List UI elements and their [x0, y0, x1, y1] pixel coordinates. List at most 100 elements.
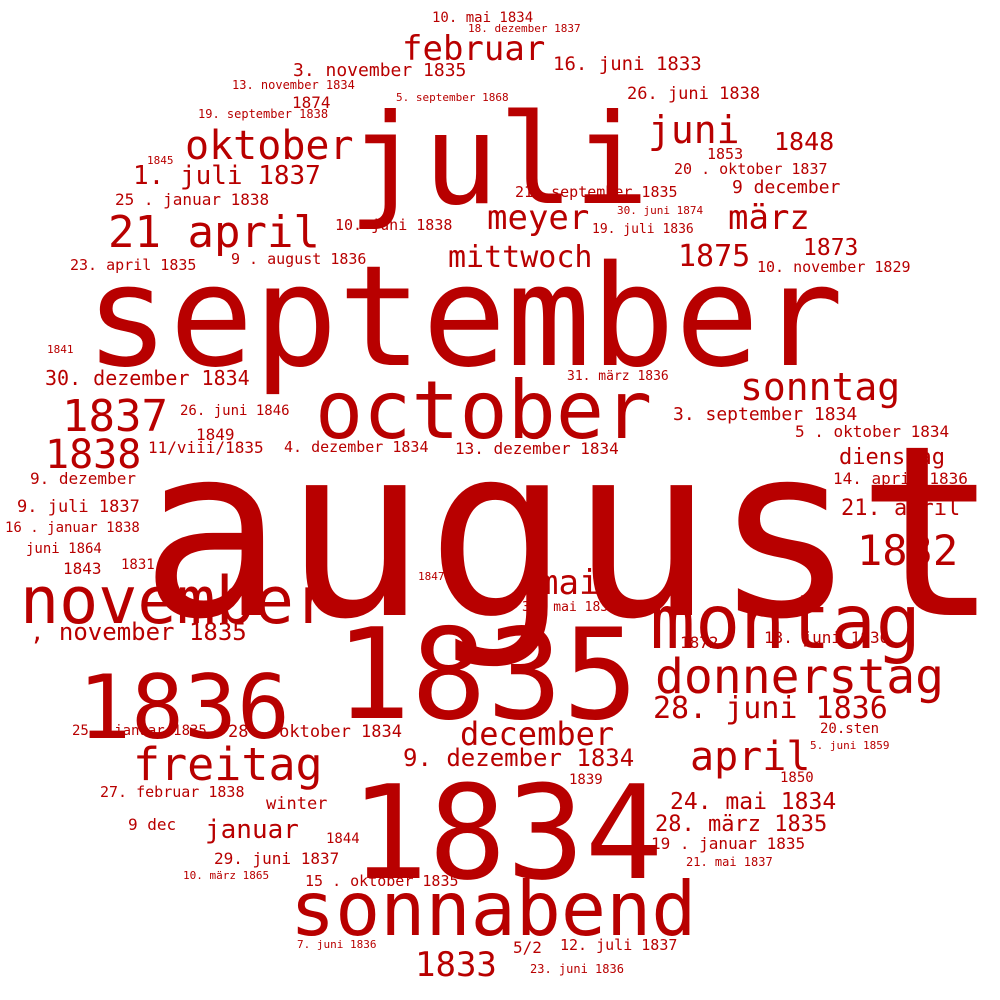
word-juni: juni: [648, 108, 740, 152]
word-25-januar-1835: 25 . januar 1835: [72, 723, 207, 739]
word-maerz: märz: [728, 198, 810, 238]
word-1850: 1850: [780, 770, 814, 786]
word-7-juni-1836: 7. juni 1836: [297, 938, 377, 951]
word-10-november-1829: 10. november 1829: [757, 258, 911, 276]
word-3-september-1834: 3. september 1834: [673, 404, 858, 425]
word-februar: februar: [402, 29, 546, 69]
word-16-januar-1838: 16 . januar 1838: [5, 520, 140, 536]
word-1848: 1848: [774, 127, 835, 156]
word-9-august-1836: 9 . august 1836: [231, 250, 367, 268]
word-mittwoch: mittwoch: [448, 240, 593, 275]
word-4-dezember-1834: 4. dezember 1834: [284, 438, 429, 456]
word-januar: januar: [205, 815, 299, 845]
word-11-viii-1835: 11/viii/1835: [148, 438, 264, 457]
word-19-januar-1835: 19 . januar 1835: [651, 834, 806, 853]
word-26-juni-1846: 26. juni 1846: [180, 403, 290, 419]
word-meyer: meyer: [487, 198, 590, 238]
word-19-juli-1836: 19. juli 1836: [592, 222, 694, 237]
word-12-juli-1837: 12. juli 1837: [560, 936, 678, 954]
word-21-april: 21. april: [841, 496, 961, 521]
word-9-juli-1837: 9. juli 1837: [17, 497, 140, 517]
word-5-juni-1859: 5. juni 1859: [810, 739, 890, 752]
word-1841: 1841: [47, 343, 74, 356]
word-21-september-1835: 21. september 1835: [515, 183, 678, 201]
word-30-juni-1874: 30. juni 1874: [617, 204, 704, 217]
word-1839: 1839: [569, 772, 603, 788]
word-10-mai-1834: 10. mai 1834: [432, 10, 534, 26]
word-1-juli-1837: 1. juli 1837: [133, 161, 321, 191]
word-9-december: 9 december: [732, 177, 841, 198]
word-1834: 1834: [350, 757, 664, 909]
word-1844: 1844: [326, 831, 360, 847]
word-1847: 1847: [418, 570, 445, 583]
word-april: april: [690, 734, 811, 780]
word-november-1835: , november 1835: [30, 618, 247, 646]
word-31-mai-1836: 31. mai 1836: [522, 600, 616, 615]
word-29-juni-1837: 29. juni 1837: [214, 849, 340, 868]
word-27-februar-1838: 27. februar 1838: [100, 783, 245, 801]
word-3-november-1835: 3. november 1835: [293, 60, 467, 81]
word-1832: 1832: [857, 526, 959, 575]
word-13-juni-1836: 13. juni 1836: [764, 628, 890, 647]
word-oktober: oktober: [185, 123, 354, 169]
word-juli: juli: [348, 88, 650, 233]
word-1853: 1853: [707, 145, 744, 163]
word-23-juni-1836: 23. juni 1836: [530, 962, 624, 976]
word-1837: 1837: [62, 391, 168, 442]
word-1875: 1875: [678, 239, 751, 274]
word-13-november-1834: 13. november 1834: [232, 78, 355, 92]
word-august: august: [140, 395, 1000, 672]
word-1874: 1874: [292, 93, 331, 112]
word-5-oktober-1834: 5 . oktober 1834: [795, 422, 950, 441]
word-1831: 1831: [121, 557, 155, 573]
word-15-oktober-1835: 15 . oktober 1835: [305, 872, 459, 890]
word-20-oktober-1837: 20 . oktober 1837: [674, 160, 828, 178]
word-mai: mai: [538, 563, 600, 603]
word-26-juni-1838: 26. juni 1838: [627, 84, 761, 104]
word-9-dezember-1834: 9. dezember 1834: [403, 744, 635, 772]
word-juni-1864: juni 1864: [26, 541, 102, 557]
word-10-maerz-1865: 10. märz 1865: [183, 869, 270, 882]
word-1849: 1849: [196, 425, 235, 444]
word-28-oktober-1834: 28 . oktober 1834: [228, 722, 402, 742]
word-19-september-1838: 19. september 1838: [198, 107, 329, 121]
word-freitag: freitag: [133, 738, 323, 791]
word-september: september: [85, 236, 844, 399]
word-1872: 1872: [680, 633, 719, 652]
word-21-april: 21 april: [108, 207, 320, 258]
word-21-mai-1837: 21. mai 1837: [686, 855, 773, 869]
word-1838: 1838: [45, 432, 142, 478]
word-28-juni-1836: 28. juni 1836: [653, 691, 888, 726]
word-1843: 1843: [63, 559, 102, 578]
word-winter: winter: [266, 794, 328, 814]
word-20-sten: 20.sten: [820, 721, 880, 737]
word-1836: 1836: [78, 656, 290, 759]
word-25-januar-1838: 25 . januar 1838: [115, 190, 270, 209]
word-9-dezember: 9. dezember: [30, 469, 136, 488]
word-november: november: [20, 564, 334, 639]
word-1833: 1833: [415, 945, 497, 985]
word-24-mai-1834: 24. mai 1834: [670, 789, 837, 815]
word-sonnabend: sonnabend: [290, 865, 697, 953]
word-december: december: [460, 715, 615, 753]
word-5-september-1868: 5. september 1868: [396, 91, 509, 104]
word-1835: 1835: [335, 601, 639, 748]
word-9-dec: 9 dec: [128, 815, 177, 834]
word-28-maerz-1835: 28. märz 1835: [655, 812, 828, 837]
word-18-dezember-1837: 18. dezember 1837: [468, 22, 581, 35]
word-13-dezember-1834: 13. dezember 1834: [455, 439, 619, 458]
word-16-juni-1833: 16. juni 1833: [553, 53, 702, 75]
word-10-juni-1838: 10. juni 1838: [335, 216, 453, 234]
word-donnerstag: donnerstag: [655, 649, 944, 705]
word-sonntag: sonntag: [740, 365, 901, 409]
word-31-maerz-1836: 31. märz 1836: [567, 369, 669, 384]
word-october: october: [315, 364, 653, 457]
word-30-dezember-1834: 30. dezember 1834: [45, 366, 250, 390]
word-5-2: 5/2: [513, 938, 542, 957]
word-montag: montag: [650, 578, 921, 666]
word-dienstag: dienstag: [839, 445, 945, 470]
word-23-april-1835: 23. april 1835: [70, 256, 197, 274]
word-1873: 1873: [803, 235, 859, 261]
word-1845: 1845: [147, 154, 174, 167]
